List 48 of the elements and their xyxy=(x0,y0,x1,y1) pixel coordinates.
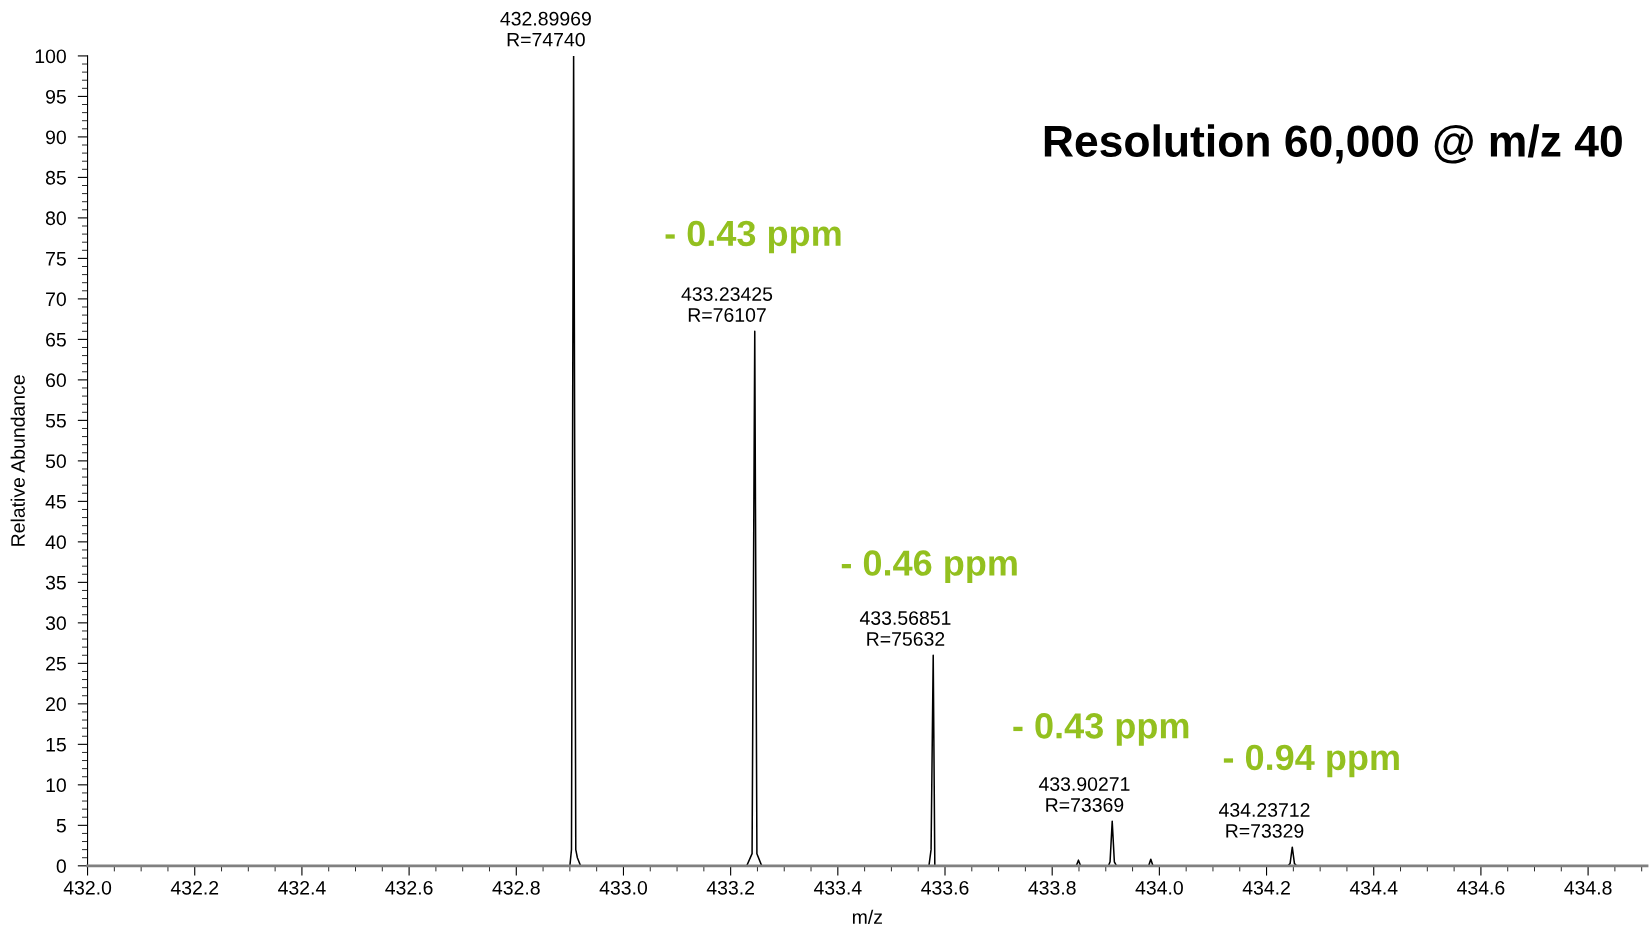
annotation: - 0.94 ppm xyxy=(1223,744,1399,778)
y-axis-title: Relative Abundance xyxy=(10,375,25,546)
x-tick-label: 433.8 xyxy=(1028,880,1076,895)
x-tick-label: 434.0 xyxy=(1135,880,1183,895)
y-tick-label: 25 xyxy=(46,656,66,671)
annotation: 433.23425 R=76107 xyxy=(681,287,773,322)
x-tick-label: 434.2 xyxy=(1242,880,1290,895)
y-tick-label: 90 xyxy=(46,130,66,145)
y-tick-label: 85 xyxy=(45,170,66,185)
x-tick-label: 433.2 xyxy=(706,880,754,895)
y-tick-label: 70 xyxy=(46,292,66,307)
x-tick-label: 432.0 xyxy=(63,880,112,895)
y-tick-label: 100 xyxy=(35,49,66,64)
x-tick-label: 433.4 xyxy=(813,880,862,895)
y-tick-label: 65 xyxy=(46,332,66,347)
y-tick-label: 5 xyxy=(56,819,66,833)
y-tick-label: 95 xyxy=(46,89,66,104)
y-tick-label: 45 xyxy=(45,495,66,509)
y-tick-label: 10 xyxy=(46,778,66,793)
y-tick-label: 35 xyxy=(45,575,66,590)
y-tick-label: 15 xyxy=(46,738,66,752)
x-tick-label: 433.6 xyxy=(921,880,969,895)
x-tick-label: 432.4 xyxy=(278,880,326,895)
y-tick-label: 55 xyxy=(45,414,66,428)
annotation: 434.23712 R=73329 xyxy=(1218,803,1310,838)
y-tick-label: 20 xyxy=(46,697,66,712)
y-tick-label: 60 xyxy=(46,373,66,388)
y-tick-label: 0 xyxy=(56,859,66,874)
y-tick-label: 30 xyxy=(45,616,66,631)
x-tick-label: 432.6 xyxy=(385,880,433,895)
y-tick-label: 50 xyxy=(45,454,66,469)
text: Resolution 60,000 @ m/z 40 xyxy=(1044,124,1622,164)
x-tick-label: 434.8 xyxy=(1564,880,1612,895)
y-tick-label: 40 xyxy=(45,535,66,550)
x-tick-label: 434.4 xyxy=(1349,880,1398,895)
x-tick-label: 432.8 xyxy=(492,880,540,895)
annotation: 433.90271 R=73369 xyxy=(1038,777,1130,812)
annotation: 432.89969 R=74740 xyxy=(500,11,591,47)
annotation: - 0.43 ppm xyxy=(665,220,841,254)
annotation: 433.56851 R=75632 xyxy=(859,611,951,646)
x-tick-label: 434.6 xyxy=(1457,880,1505,895)
x-axis-title: m/z xyxy=(852,909,882,924)
y-tick-label: 80 xyxy=(45,211,66,226)
x-tick-label: 432.2 xyxy=(170,880,219,895)
x-tick-label: 433.0 xyxy=(599,880,648,895)
y-tick-label: 75 xyxy=(46,252,66,266)
annotation: - 0.43 ppm xyxy=(1013,713,1189,746)
annotation: - 0.46 ppm xyxy=(841,550,1017,583)
